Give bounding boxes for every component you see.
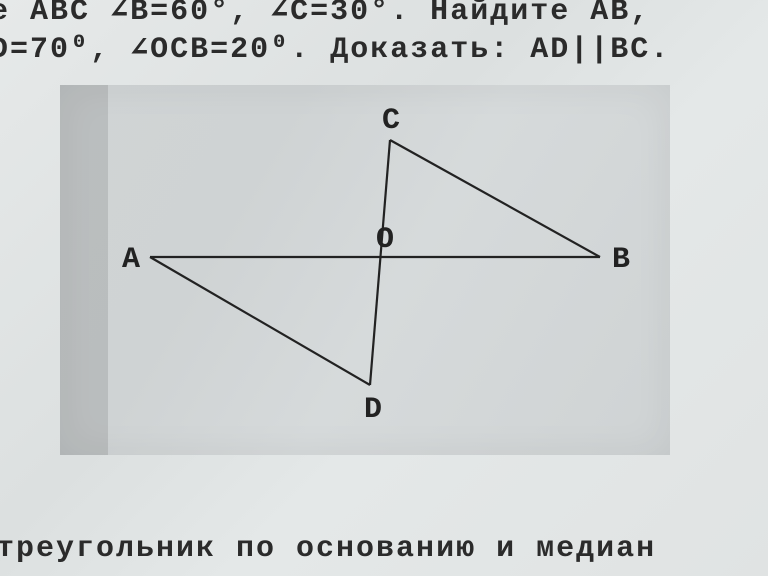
geometry-diagram: A B C D O	[60, 85, 670, 455]
problem-text-line-1: ке ABC ∠B=60°, ∠C=30°. Найдите AB,	[0, 0, 650, 29]
point-label-D: D	[364, 393, 382, 427]
edge-BC	[390, 140, 600, 257]
problem-text-bottom: треугольник по основанию и медиан	[0, 532, 656, 566]
point-label-O: O	[376, 223, 394, 257]
point-label-B: B	[612, 243, 630, 277]
problem-text-line-2: AD=70⁰, ∠OCB=20⁰. Доказать: AD||BC.	[0, 30, 670, 67]
edge-AD	[150, 257, 370, 385]
edge-CD	[370, 140, 390, 385]
page-root: ке ABC ∠B=60°, ∠C=30°. Найдите AB, AD=70…	[0, 0, 768, 576]
point-label-C: C	[382, 104, 400, 138]
point-label-A: A	[122, 243, 140, 277]
